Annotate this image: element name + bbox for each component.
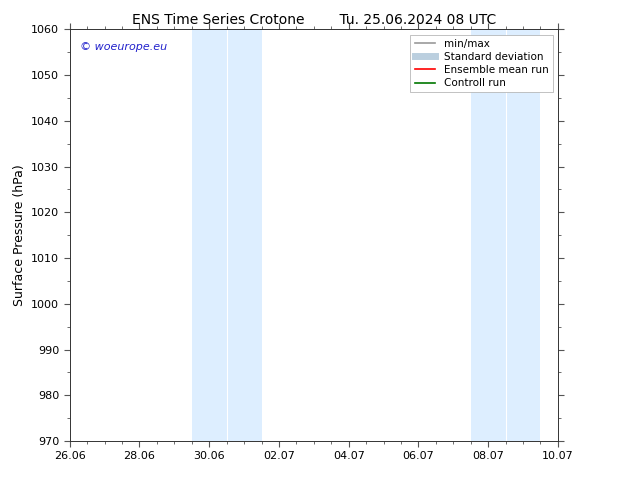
Title: ENS Time Series Crotone        Tu. 25.06.2024 08 UTC: ENS Time Series Crotone Tu. 25.06.2024 0…	[132, 13, 496, 27]
Legend: min/max, Standard deviation, Ensemble mean run, Controll run: min/max, Standard deviation, Ensemble me…	[410, 35, 553, 92]
Bar	[191, 29, 261, 441]
Y-axis label: Surface Pressure (hPa): Surface Pressure (hPa)	[13, 164, 25, 306]
Text: © woeurope.eu: © woeurope.eu	[79, 42, 167, 52]
Bar	[470, 29, 540, 441]
